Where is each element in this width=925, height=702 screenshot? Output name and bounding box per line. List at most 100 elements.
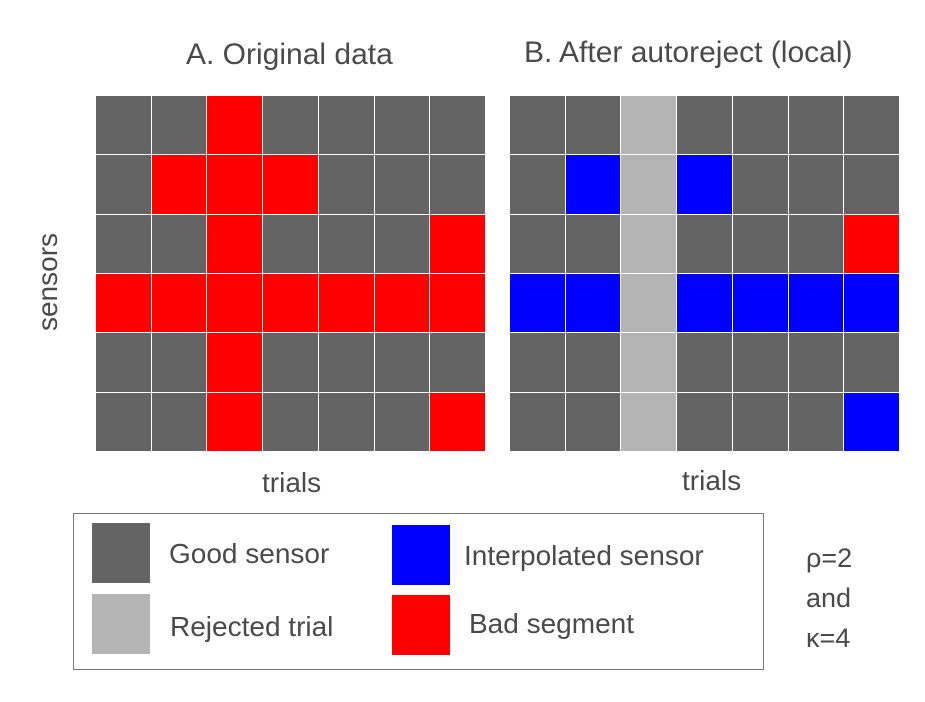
grid-cell-interp (677, 273, 732, 333)
grid-cell-bad (430, 214, 485, 273)
grid-cell-good (844, 333, 899, 392)
grid-cell-good (788, 155, 844, 214)
legend-swatch-rejected (92, 594, 150, 654)
grid-cell-interp (844, 392, 899, 451)
legend-swatch-bad (392, 595, 450, 655)
grid-cell-interp (510, 273, 565, 333)
grid-cell-interp (677, 155, 732, 214)
grid-cell-good (510, 96, 565, 155)
grid-cell-good (565, 392, 621, 451)
grid-cell-good (96, 214, 151, 273)
grid-cell-good (318, 155, 374, 214)
grid-cell-rejected (621, 392, 677, 451)
panel-a-grid (96, 96, 485, 451)
legend-label-rejected: Rejected trial (170, 611, 334, 642)
grid-cell-rejected (621, 273, 677, 333)
grid-cell-good (96, 96, 151, 155)
grid-cell-rejected (621, 155, 677, 214)
grid-cell-good (374, 392, 430, 451)
grid-cell-bad (430, 392, 485, 451)
grid-cell-bad (374, 273, 430, 333)
grid-cell-good (96, 333, 151, 392)
grid-cell-good (788, 333, 844, 392)
grid-cell-good (151, 96, 207, 155)
grid-cell-interp (565, 273, 621, 333)
grid-cell-good (732, 214, 788, 273)
grid-cell-good (151, 214, 207, 273)
grid-cell-good (732, 96, 788, 155)
grid-cell-good (374, 96, 430, 155)
note-rho: ρ=2 (806, 543, 853, 573)
grid-cell-bad (207, 392, 263, 451)
grid-cell-good (732, 333, 788, 392)
legend-swatch-good (92, 523, 150, 583)
grid-cell-bad (207, 273, 263, 333)
grid-cell-good (151, 392, 207, 451)
grid-cell-bad (318, 273, 374, 333)
note-and: and (806, 583, 852, 613)
legend: Good sensor Rejected trial Interpolated … (73, 513, 764, 670)
grid-cell-good (263, 333, 318, 392)
grid-cell-good (263, 96, 318, 155)
grid-cell-interp (788, 273, 844, 333)
grid-cell-good (430, 333, 485, 392)
grid-cell-bad (207, 333, 263, 392)
grid-cell-good (318, 96, 374, 155)
grid-cell-good (510, 155, 565, 214)
grid-cell-good (318, 392, 374, 451)
grid-cell-good (677, 392, 732, 451)
grid-cell-good (96, 392, 151, 451)
legend-label-good: Good sensor (169, 538, 330, 569)
grid-cell-good (788, 392, 844, 451)
panel-b-trials-label: trials (682, 465, 742, 496)
grid-cell-bad (96, 273, 151, 333)
grid-cell-bad (263, 273, 318, 333)
grid-cell-good (430, 155, 485, 214)
grid-cell-good (565, 96, 621, 155)
grid-cell-good (510, 214, 565, 273)
grid-cell-bad (844, 214, 899, 273)
grid-cell-good (677, 214, 732, 273)
panel-a-title: A. Original data (186, 38, 393, 71)
grid-cell-bad (263, 155, 318, 214)
grid-cell-good (732, 155, 788, 214)
legend-label-bad: Bad segment (469, 608, 634, 639)
grid-cell-good (677, 333, 732, 392)
grid-cell-good (844, 155, 899, 214)
grid-cell-good (677, 96, 732, 155)
grid-cell-good (263, 214, 318, 273)
grid-cell-good (788, 96, 844, 155)
panel-b-grid (510, 96, 899, 451)
grid-cell-good (510, 333, 565, 392)
grid-cell-bad (151, 155, 207, 214)
legend-label-interp: Interpolated sensor (464, 540, 704, 571)
grid-cell-bad (207, 155, 263, 214)
grid-cell-good (732, 392, 788, 451)
grid-cell-interp (844, 273, 899, 333)
parameter-note: ρ=2 and κ=4 (806, 538, 852, 658)
grid-cell-good (96, 155, 151, 214)
panel-a-trials-label: trials (262, 467, 322, 498)
grid-cell-good (263, 392, 318, 451)
grid-cell-good (318, 333, 374, 392)
grid-cell-bad (207, 96, 263, 155)
grid-cell-good (318, 214, 374, 273)
grid-cell-good (510, 392, 565, 451)
grid-cell-good (844, 96, 899, 155)
grid-cell-good (151, 333, 207, 392)
panel-b-title: B. After autoreject (local) (524, 36, 853, 69)
grid-cell-good (565, 333, 621, 392)
grid-cell-good (374, 214, 430, 273)
grid-cell-bad (151, 273, 207, 333)
grid-cell-good (374, 155, 430, 214)
grid-cell-rejected (621, 333, 677, 392)
grid-cell-bad (207, 214, 263, 273)
grid-cell-rejected (621, 214, 677, 273)
grid-cell-good (788, 214, 844, 273)
grid-cell-interp (732, 273, 788, 333)
grid-cell-good (565, 214, 621, 273)
grid-cell-rejected (621, 96, 677, 155)
grid-cell-good (374, 333, 430, 392)
note-kappa: κ=4 (806, 623, 851, 653)
grid-cell-bad (430, 273, 485, 333)
